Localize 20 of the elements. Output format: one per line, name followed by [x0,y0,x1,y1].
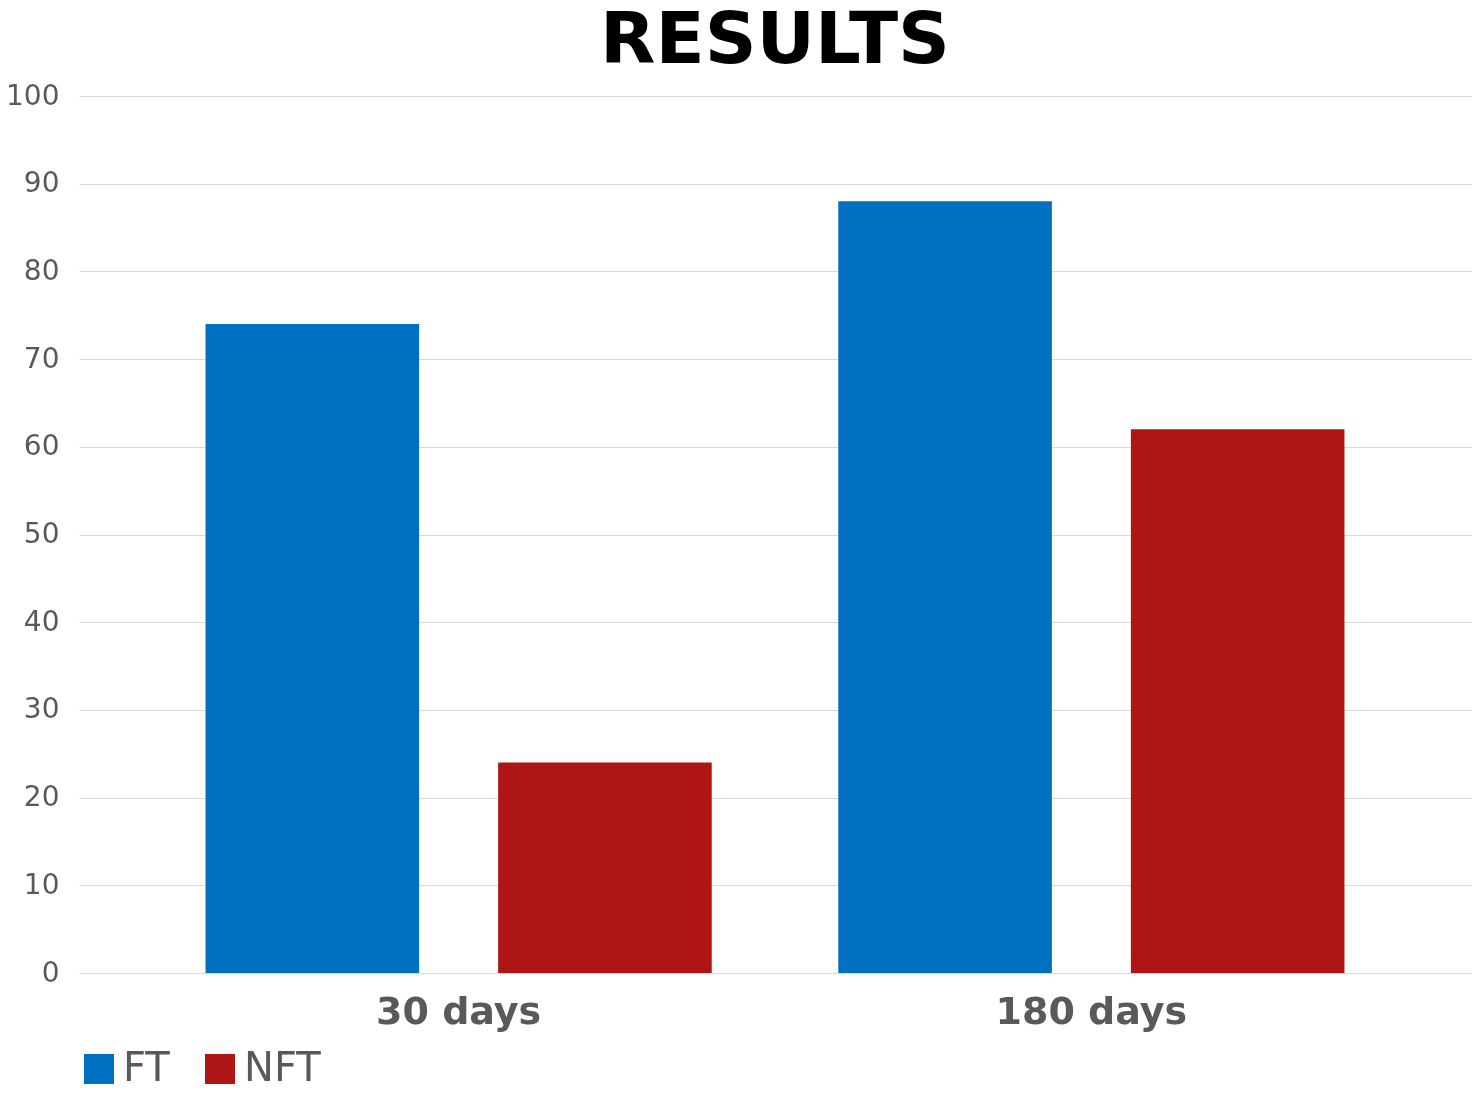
bar [1130,429,1345,973]
legend-label: FT [123,1044,171,1090]
bar [838,201,1052,973]
bar [205,324,420,973]
y-tick-label: 60 [23,429,60,463]
y-tick-label: 80 [23,253,60,287]
y-tick-label: 10 [23,867,60,901]
legend-label: NFT [244,1044,322,1090]
y-tick-label: 50 [23,517,60,550]
y-tick-label: 0 [41,955,60,989]
x-tick-label: 30 days [376,988,542,1033]
y-tick-label: 90 [23,166,60,200]
y-tick-label: 40 [23,604,60,638]
chart-title: RESULTS [600,0,950,80]
y-tick-label: 30 [23,692,60,726]
y-tick-label: 100 [6,78,60,112]
y-tick-label: 70 [23,341,60,375]
x-tick-label: 180 days [995,988,1188,1033]
y-tick-label: 20 [23,780,60,814]
bar [498,762,712,973]
